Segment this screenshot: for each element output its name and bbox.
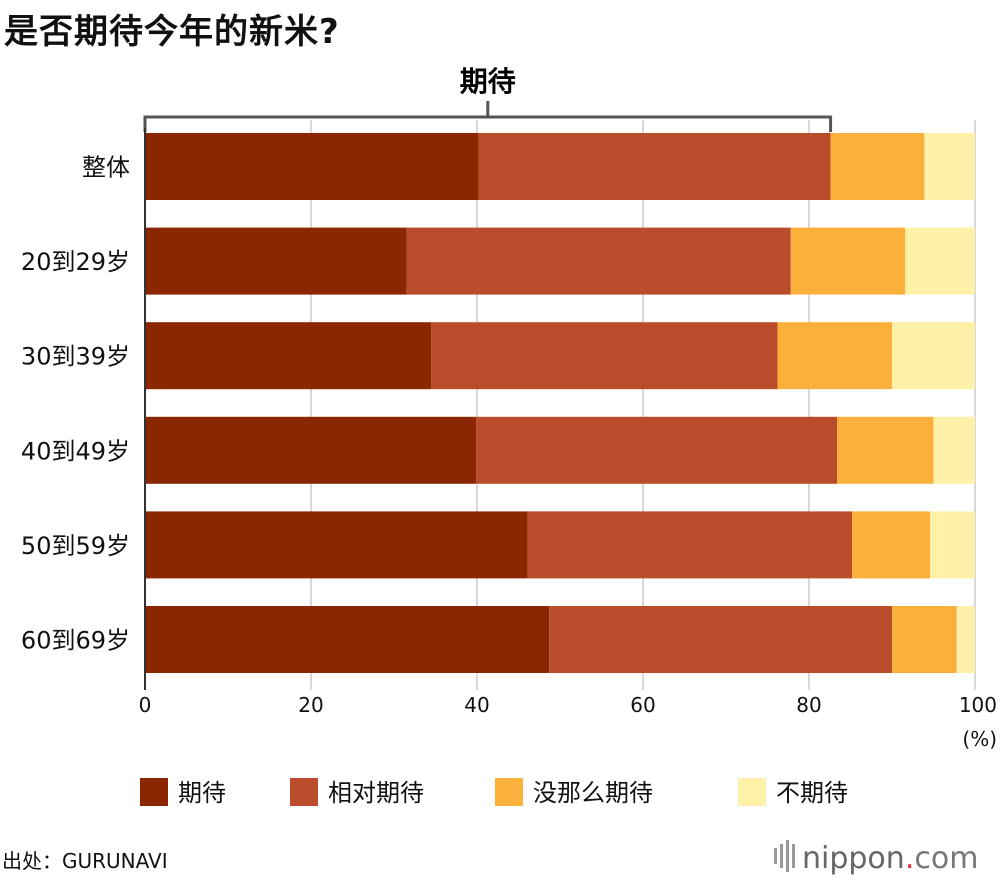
bar-segment-5-1: [549, 606, 892, 673]
bar-segment-0-0: [145, 133, 479, 200]
x-tick-label-4: 80: [796, 693, 821, 717]
bar-segment-0-1: [478, 133, 831, 200]
brand-bars-icon: [774, 840, 795, 872]
legend-label-2: 没那么期待: [533, 779, 653, 807]
bar-segment-5-0: [145, 606, 550, 673]
category-label-3: 40到49岁: [21, 437, 130, 465]
bar-segment-1-3: [905, 227, 975, 295]
bar-segment-4-1: [527, 511, 853, 579]
bar-segment-3-3: [933, 416, 975, 484]
bracket-line: [143, 115, 833, 132]
bar-segment-3-2: [837, 416, 934, 484]
bar-segment-5-2: [892, 606, 957, 673]
category-labels: 整体 20到29岁 30到39岁 40到49岁 50到59岁 60到69岁: [21, 154, 130, 655]
bar-segment-0-2: [830, 133, 925, 200]
bar-segment-4-3: [930, 511, 975, 579]
bar-segment-4-0: [145, 511, 528, 579]
legend: 期待 相对期待 没那么期待 不期待: [140, 778, 848, 807]
svg-text:nippon.com: nippon.com: [802, 841, 978, 876]
grid-layer: [310, 120, 976, 690]
x-axis-unit: (%): [962, 727, 997, 751]
brand-logo: nippon.com: [774, 840, 978, 876]
bar-segment-1-1: [406, 227, 791, 295]
x-tick-label-2: 40: [464, 693, 489, 717]
source-note: 出处：GURUNAVI: [2, 849, 168, 873]
bracket-label: 期待: [460, 65, 516, 98]
bar-segment-2-3: [892, 322, 975, 390]
x-axis: 0 20 40 60 80 100: [139, 128, 997, 717]
category-label-1: 20到29岁: [21, 248, 130, 276]
legend-label-3: 不期待: [776, 779, 848, 807]
bar-segment-4-2: [852, 511, 931, 579]
legend-swatch-3: [738, 778, 766, 806]
category-label-5: 60到69岁: [21, 627, 130, 655]
brand-tld: com: [914, 841, 978, 876]
bar-segment-2-0: [145, 322, 432, 390]
x-tick-label-3: 60: [630, 693, 655, 717]
category-label-2: 30到39岁: [21, 343, 130, 371]
bar-segment-3-0: [145, 416, 477, 484]
bar-segment-0-3: [924, 133, 975, 200]
bar-segment-3-1: [476, 416, 838, 484]
bar-segment-5-3: [956, 606, 975, 673]
chart-title: 是否期待今年的新米?: [4, 12, 340, 52]
bar-segment-2-1: [431, 322, 778, 390]
brand-dot: .: [905, 841, 915, 876]
bar-segment-1-0: [145, 227, 407, 295]
brand-name: nippon: [802, 841, 905, 876]
category-label-4: 50到59岁: [21, 532, 130, 560]
category-label-0: 整体: [82, 154, 130, 182]
bar-segment-2-2: [777, 322, 892, 390]
x-tick-label-5: 100: [959, 693, 997, 717]
expectation-bracket: 期待: [143, 65, 833, 132]
legend-swatch-0: [140, 778, 168, 806]
legend-swatch-1: [290, 778, 318, 806]
legend-swatch-2: [495, 778, 523, 806]
legend-label-0: 期待: [178, 779, 226, 807]
x-tick-label-1: 20: [298, 693, 323, 717]
legend-label-1: 相对期待: [328, 779, 424, 807]
x-tick-label-0: 0: [139, 693, 152, 717]
bars-layer: [145, 133, 975, 673]
bar-segment-1-2: [790, 227, 906, 295]
